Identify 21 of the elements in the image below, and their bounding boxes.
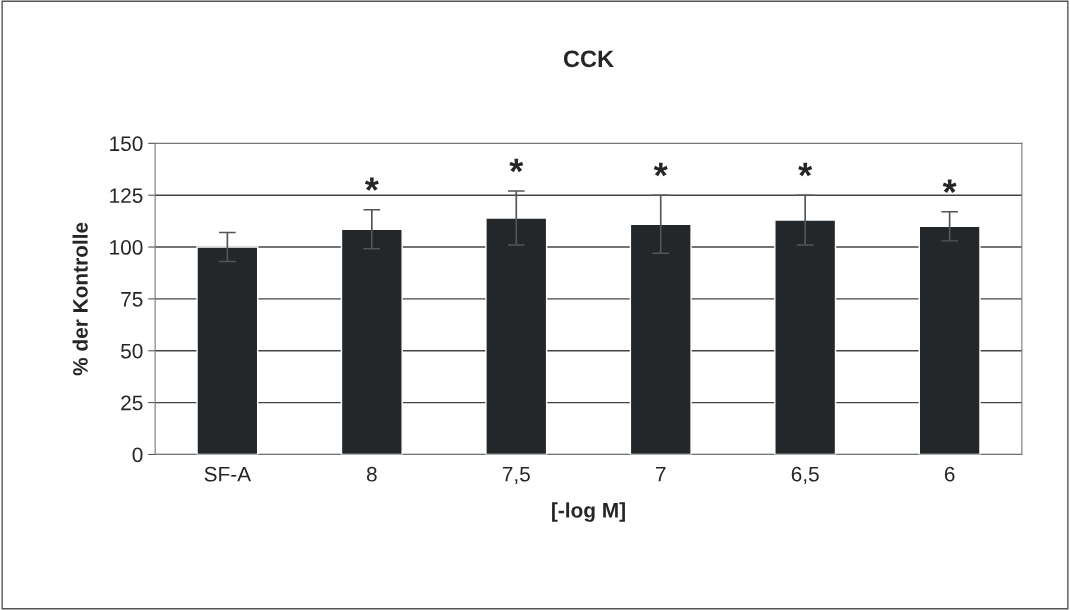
annotation: * (942, 179, 957, 193)
y-tick-label: 0 (132, 447, 143, 463)
y-tick-label: 50 (121, 343, 143, 359)
x-tick-label: 7 (656, 467, 666, 482)
y-axis-title: % der Kontrolle (72, 222, 88, 376)
x-tick-label: SF-A (204, 466, 252, 482)
x-tick-label: 6 (944, 466, 955, 482)
annotation: * (509, 158, 524, 173)
annotation: * (798, 162, 813, 177)
annotation: * (364, 177, 379, 191)
x-axis-title: [-log M] (552, 502, 625, 522)
x-tick-label: 7,5 (502, 467, 530, 485)
y-tick-label: 100 (110, 240, 143, 255)
annotation: * (653, 162, 668, 177)
y-tick-label: 25 (121, 395, 143, 411)
chart-title: CCK (563, 50, 614, 68)
x-tick-label: 6,5 (791, 466, 819, 485)
y-tick-label: 150 (110, 136, 143, 152)
x-tick-label: 8 (366, 466, 377, 482)
y-tick-label: 75 (121, 292, 143, 307)
y-tick-label: 125 (110, 188, 143, 203)
